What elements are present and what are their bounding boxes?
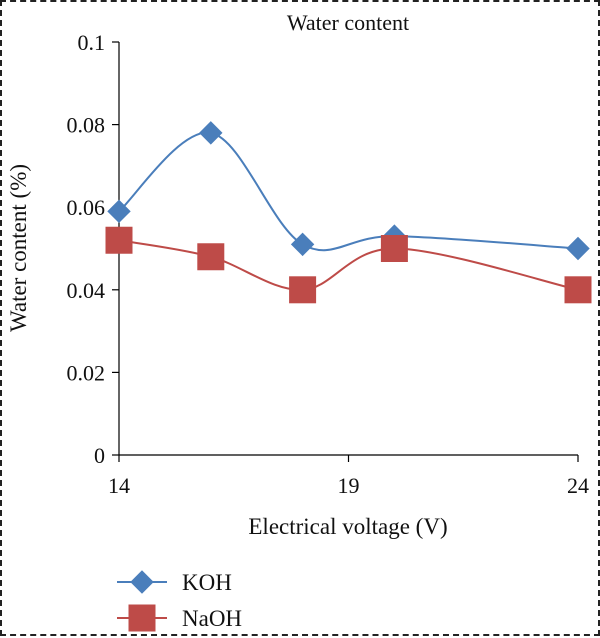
naoh-data-point <box>105 226 133 254</box>
koh-data-point <box>566 236 590 261</box>
legend-item-naoh: NaOH <box>117 604 242 632</box>
series-koh <box>107 121 590 261</box>
y-tick-label: 0.02 <box>67 360 106 385</box>
y-tick-label: 0.1 <box>78 30 106 55</box>
naoh-data-point <box>564 276 592 304</box>
naoh-data-point <box>289 276 317 304</box>
legend-marker-naoh <box>128 604 156 632</box>
legend-label-koh: KOH <box>182 570 232 595</box>
y-tick-label: 0.08 <box>67 113 106 138</box>
y-axis-ticks: 0 0.02 0.04 0.06 0.08 0.1 <box>67 30 119 468</box>
legend-item-koh: KOH <box>117 570 232 595</box>
x-tick-label: 24 <box>567 473 589 498</box>
y-tick-label: 0 <box>94 443 105 468</box>
naoh-data-point <box>380 235 408 262</box>
y-axis-title: Water content (%) <box>6 164 31 332</box>
series-layer <box>105 121 592 304</box>
legend: KOH NaOH <box>117 570 242 632</box>
y-tick-label: 0.06 <box>67 195 106 220</box>
x-tick-label: 14 <box>108 473 130 498</box>
naoh-line <box>118 239 579 291</box>
legend-label-naoh: NaOH <box>182 606 242 631</box>
x-axis-ticks: 14 19 24 <box>108 455 589 498</box>
koh-data-point <box>107 199 131 224</box>
koh-data-point <box>199 121 223 145</box>
naoh-data-point <box>197 243 225 271</box>
y-tick-label: 0.04 <box>67 278 106 303</box>
chart-title: Water content <box>287 10 409 35</box>
koh-data-point <box>290 232 315 257</box>
series-naoh <box>105 226 592 304</box>
x-tick-label: 19 <box>338 473 360 498</box>
x-axis-title: Electrical voltage (V) <box>248 514 447 539</box>
axes <box>118 42 578 456</box>
koh-line <box>118 131 579 252</box>
legend-marker-koh <box>130 570 154 594</box>
